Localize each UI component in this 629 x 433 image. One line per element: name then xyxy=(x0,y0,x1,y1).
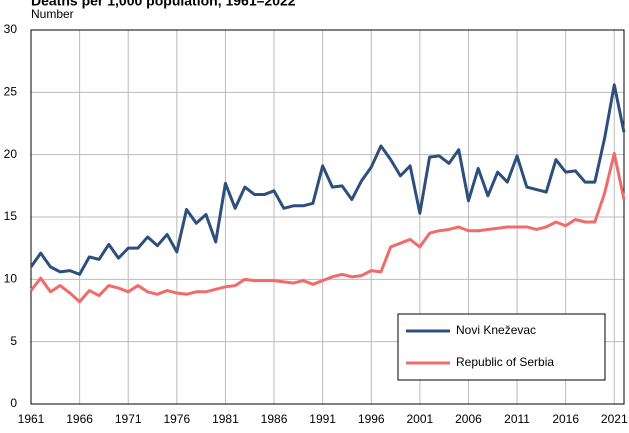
x-tick-label: 1976 xyxy=(163,412,190,426)
y-tick-label: 30 xyxy=(4,22,18,36)
x-tick-label: 2011 xyxy=(504,412,530,426)
y-tick-label: 20 xyxy=(4,147,18,161)
legend-label: Republic of Serbia xyxy=(456,355,554,369)
plot-frame xyxy=(30,29,625,405)
chart-title: Deaths per 1,000 population, 1961–2022 xyxy=(31,0,296,9)
x-tick-label: 1981 xyxy=(212,412,239,426)
y-axis-label: Number xyxy=(31,7,74,21)
x-tick-label: 1991 xyxy=(309,412,336,426)
x-tick-label: 1961 xyxy=(18,412,45,426)
x-tick-label: 2001 xyxy=(407,412,434,426)
y-tick-label: 10 xyxy=(4,272,18,286)
x-tick-label: 2016 xyxy=(552,412,579,426)
data-line xyxy=(29,151,626,304)
x-tick-label: 1971 xyxy=(115,412,142,426)
y-tick-label: 15 xyxy=(4,209,18,223)
y-tick-label: 25 xyxy=(4,85,18,99)
x-tick-label: 1996 xyxy=(358,412,385,426)
y-tick-label: 0 xyxy=(10,396,17,410)
y-tick-label: 5 xyxy=(10,334,17,348)
legend-label: Novi Kneževac xyxy=(456,323,536,337)
legend-box xyxy=(397,313,606,381)
data-line xyxy=(29,83,626,276)
x-tick-label: 2006 xyxy=(455,412,482,426)
x-tick-label: 1966 xyxy=(66,412,93,426)
x-tick-label: 2021 xyxy=(601,412,628,426)
x-tick-label: 1986 xyxy=(261,412,288,426)
